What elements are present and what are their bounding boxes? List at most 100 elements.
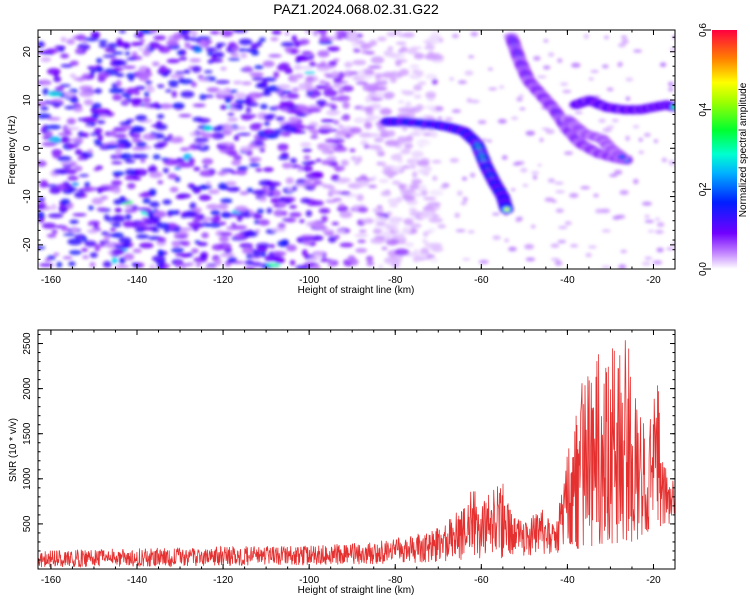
heatmap-cell <box>335 95 351 102</box>
heatmap-cell <box>310 171 324 177</box>
heatmap-cell <box>409 211 424 216</box>
heatmap-cell <box>328 186 336 192</box>
heatmap-cell <box>156 114 165 119</box>
heatmap-cell <box>477 120 487 125</box>
heatmap-cell <box>178 114 192 118</box>
heatmap-cell <box>337 177 351 183</box>
heatmap-cell <box>285 177 294 185</box>
heatmap-cell <box>46 117 61 121</box>
heatmap-cell <box>293 183 308 187</box>
heatmap-cell <box>72 213 87 217</box>
heatmap-cell <box>190 30 198 37</box>
heatmap-cell <box>71 182 79 186</box>
heatmap-cell <box>619 190 629 195</box>
heatmap-cell <box>373 228 382 235</box>
heatmap-cell <box>303 239 311 246</box>
heatmap-cell <box>38 245 46 250</box>
heatmap-cell <box>198 77 210 82</box>
heatmap-cell <box>164 227 170 234</box>
heatmap-cell <box>388 216 401 223</box>
heatmap-cell <box>525 130 535 136</box>
heatmap-cell <box>644 214 650 219</box>
heatmap-cell <box>638 137 643 142</box>
heatmap-cell <box>431 30 440 37</box>
heatmap-cell <box>234 98 246 105</box>
heatmap-y-tick-label: -20 <box>22 237 33 252</box>
heatmap-cell <box>380 190 392 197</box>
heatmap-cell <box>91 197 104 205</box>
heatmap-cell <box>290 123 297 127</box>
heatmap-cell <box>555 208 564 213</box>
heatmap-cell <box>91 102 102 109</box>
heatmap-cell <box>199 254 208 261</box>
heatmap-cell <box>102 260 112 268</box>
heatmap-cell <box>355 179 370 187</box>
heatmap-cell <box>520 167 528 173</box>
heatmap-cell <box>48 136 61 144</box>
heatmap-cell <box>139 39 146 43</box>
heatmap-cell <box>40 127 47 134</box>
heatmap-cell <box>239 191 249 196</box>
heatmap-cell <box>259 251 267 258</box>
heatmap-cell <box>411 150 424 158</box>
heatmap-cell <box>548 52 555 57</box>
heatmap-cell <box>305 210 313 217</box>
heatmap-cell <box>238 48 247 53</box>
heatmap-cell <box>38 113 52 119</box>
heatmap-cell <box>309 256 319 262</box>
heatmap-cell <box>307 108 322 113</box>
heatmap-cell <box>659 62 667 67</box>
heatmap-cell <box>53 252 60 257</box>
heatmap-cell <box>464 70 474 76</box>
heatmap-cell <box>265 133 279 139</box>
heatmap-cell <box>230 53 240 57</box>
heatmap-cell <box>42 88 49 96</box>
heatmap-cell <box>335 165 345 171</box>
heatmap-cell <box>557 240 567 244</box>
heatmap-cell <box>423 197 437 201</box>
heatmap-cell <box>550 243 560 248</box>
heatmap-cell <box>370 56 385 64</box>
heatmap-cell <box>365 255 374 262</box>
heatmap-cell <box>189 36 198 42</box>
heatmap-cell <box>116 37 123 45</box>
heatmap-cell <box>647 229 655 233</box>
heatmap-cell <box>486 139 493 143</box>
heatmap-cell <box>420 247 430 255</box>
heatmap-cell <box>166 40 179 46</box>
heatmap-cell <box>96 207 108 212</box>
heatmap-cell <box>75 48 83 54</box>
heatmap-cell <box>203 216 213 222</box>
heatmap-cell <box>44 258 52 262</box>
heatmap-cell <box>65 127 80 131</box>
snr-x-axis-label: Height of straight line (km) <box>298 585 415 596</box>
heatmap-cell <box>301 249 308 257</box>
heatmap-cell <box>532 175 538 180</box>
heatmap-cell <box>167 210 178 216</box>
heatmap-cell <box>248 143 256 150</box>
heatmap-cell <box>208 189 220 195</box>
heatmap-cell <box>39 263 54 267</box>
heatmap-cell <box>300 142 312 148</box>
heatmap-cell <box>215 80 230 84</box>
heatmap-cell <box>60 36 67 43</box>
heatmap-cell <box>451 109 461 113</box>
heatmap-cell <box>372 86 388 91</box>
heatmap-cell <box>304 30 311 34</box>
heatmap-cell <box>462 258 471 261</box>
heatmap-cell <box>258 219 270 226</box>
heatmap-cell <box>588 245 597 249</box>
heatmap-cell <box>511 188 516 192</box>
heatmap-cell <box>431 246 444 253</box>
heatmap-cell <box>220 104 228 110</box>
heatmap-cell <box>61 136 70 142</box>
heatmap-cell <box>162 137 171 142</box>
heatmap-cell <box>295 113 307 117</box>
heatmap-cell <box>95 108 111 116</box>
heatmap-cell <box>229 213 239 218</box>
heatmap-cell <box>525 257 536 262</box>
heatmap-cell <box>40 106 49 111</box>
heatmap-cell <box>290 157 297 164</box>
heatmap-cell <box>94 246 101 252</box>
heatmap-cell <box>368 184 377 189</box>
